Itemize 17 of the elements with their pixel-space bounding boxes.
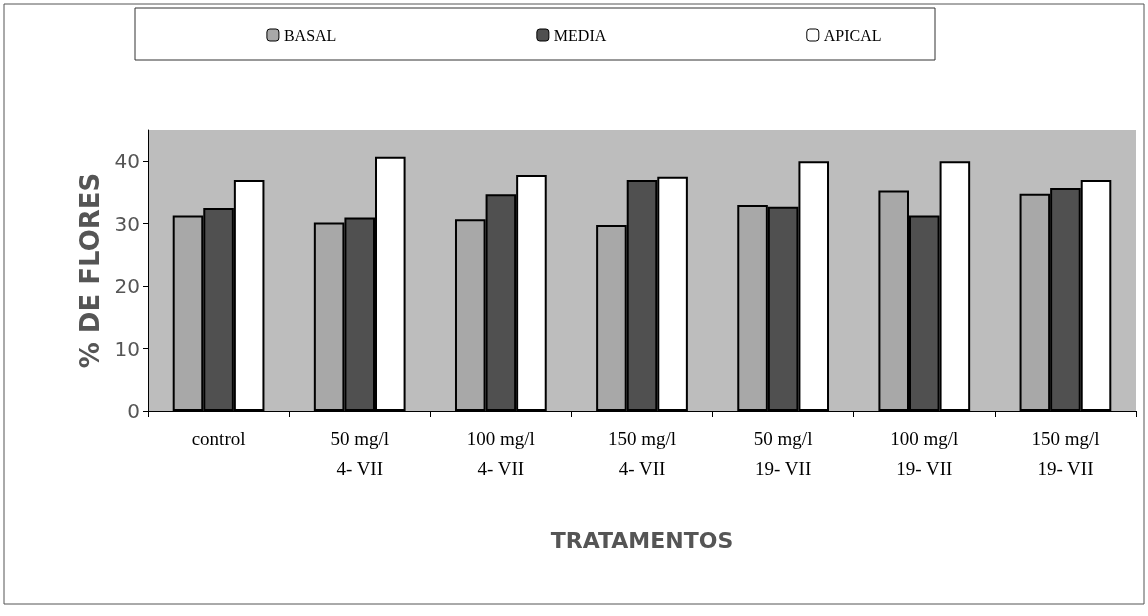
x-tick-label: 150 mg/l 4- VII: [607, 427, 677, 479]
y-tick-label: 0: [127, 399, 140, 423]
x-tick-label: 100 mg/l 19- VII: [890, 427, 959, 479]
legend-label: MEDIA: [553, 26, 607, 44]
x-tick-label: 150 mg/l 19- VII: [1031, 427, 1100, 479]
y-tick-label: 30: [114, 211, 140, 236]
x-axis-title: TRATAMENTOS: [550, 527, 734, 553]
legend-label: BASAL: [283, 26, 337, 44]
y-tick-label: 20: [114, 274, 140, 299]
y-tick-label: 10: [114, 336, 140, 361]
x-tick-label: control: [191, 427, 246, 449]
legend-label: APICAL: [823, 26, 882, 44]
y-axis-title: % DE FLORES: [75, 172, 105, 369]
x-tick-label: 50 mg/l 19- VII: [753, 427, 813, 479]
y-tick-label: 40: [114, 149, 140, 174]
x-tick-label: 50 mg/l 4- VII: [330, 427, 390, 479]
x-tick-label: 100 mg/l 4- VII: [466, 427, 535, 479]
